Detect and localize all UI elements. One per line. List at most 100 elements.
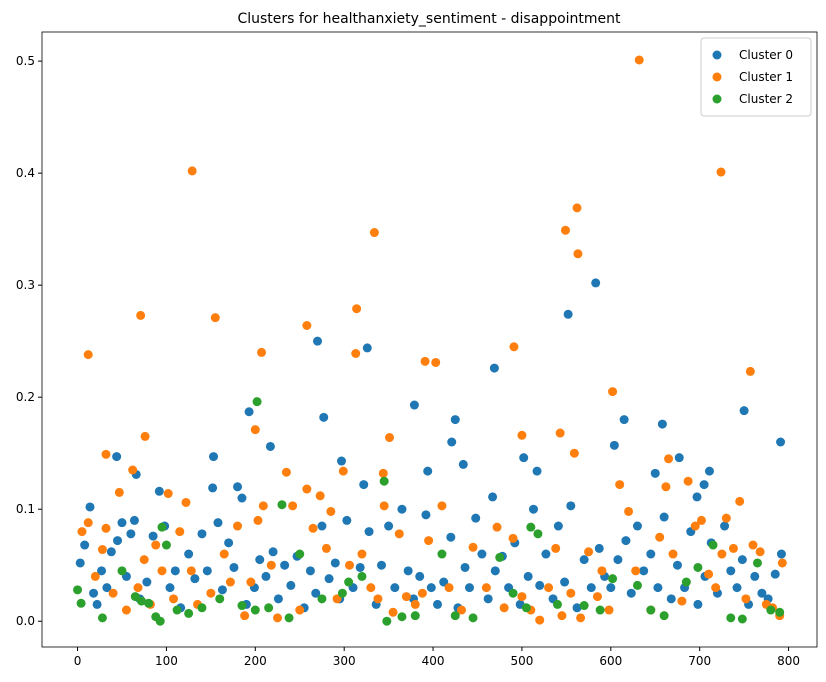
- point: [653, 583, 663, 593]
- point: [579, 555, 589, 565]
- point: [444, 583, 454, 593]
- point: [117, 518, 127, 528]
- point: [646, 605, 656, 615]
- point: [417, 588, 427, 598]
- point: [606, 583, 616, 593]
- point: [366, 583, 376, 593]
- point: [112, 452, 122, 462]
- point: [560, 225, 570, 235]
- point: [225, 577, 235, 587]
- point: [563, 309, 573, 319]
- point: [215, 594, 225, 604]
- point: [533, 529, 543, 539]
- point: [672, 560, 682, 570]
- point: [175, 527, 185, 537]
- point: [324, 574, 334, 584]
- point: [190, 574, 200, 584]
- legend-label: Cluster 2: [739, 92, 793, 106]
- point: [302, 320, 312, 330]
- point: [321, 543, 331, 553]
- legend-label: Cluster 0: [739, 48, 793, 62]
- point: [277, 500, 287, 510]
- point: [488, 492, 498, 502]
- point: [140, 431, 150, 441]
- point: [101, 449, 111, 459]
- point: [319, 412, 329, 422]
- y-tick-label: 0.3: [16, 278, 35, 292]
- point: [326, 506, 336, 516]
- point: [566, 588, 576, 598]
- point: [345, 560, 355, 570]
- point: [261, 571, 271, 581]
- point: [250, 425, 260, 435]
- point: [80, 540, 90, 550]
- point: [437, 501, 447, 511]
- legend-marker: [712, 50, 722, 60]
- point: [142, 577, 152, 587]
- point: [233, 521, 243, 531]
- point: [288, 501, 298, 511]
- point: [252, 397, 262, 407]
- point: [619, 415, 629, 425]
- point: [154, 486, 164, 496]
- point: [337, 588, 347, 598]
- point: [745, 366, 755, 376]
- point: [748, 540, 758, 550]
- point: [186, 566, 196, 576]
- point: [224, 538, 234, 548]
- point: [519, 453, 529, 463]
- point: [258, 501, 268, 511]
- point: [489, 363, 499, 373]
- point: [197, 529, 207, 539]
- point: [604, 605, 614, 615]
- point: [551, 543, 561, 553]
- point: [268, 547, 278, 557]
- point: [557, 611, 567, 621]
- point: [117, 566, 127, 576]
- y-tick-label: 0.4: [16, 166, 35, 180]
- point: [308, 523, 318, 533]
- point: [89, 588, 99, 598]
- point: [655, 532, 665, 542]
- legend-marker: [712, 72, 722, 82]
- point: [373, 594, 383, 604]
- point: [397, 504, 407, 514]
- point: [460, 562, 470, 572]
- point: [592, 592, 602, 602]
- point: [681, 577, 691, 587]
- point: [477, 549, 487, 559]
- point: [634, 55, 644, 65]
- point: [114, 487, 124, 497]
- point: [229, 562, 239, 572]
- point: [317, 521, 327, 531]
- point: [133, 583, 143, 593]
- point: [170, 566, 180, 576]
- point: [523, 571, 533, 581]
- point: [351, 349, 361, 359]
- legend-box: [700, 37, 812, 117]
- x-tick-label: 500: [510, 654, 533, 668]
- point: [121, 605, 131, 615]
- point: [621, 536, 631, 546]
- point: [337, 456, 347, 466]
- point: [378, 468, 388, 478]
- point: [101, 523, 111, 533]
- point: [317, 594, 327, 604]
- point: [526, 522, 536, 532]
- point: [355, 562, 365, 572]
- point: [776, 549, 786, 559]
- point: [775, 607, 785, 617]
- point: [659, 512, 669, 522]
- point: [129, 515, 139, 525]
- point: [410, 611, 420, 621]
- chart-title: Clusters for healthanxiety_sentiment - d…: [237, 11, 621, 27]
- point: [683, 476, 693, 486]
- point: [704, 466, 714, 476]
- point: [677, 596, 687, 606]
- point: [384, 521, 394, 531]
- point: [615, 480, 625, 490]
- point: [219, 549, 229, 559]
- point: [409, 400, 419, 410]
- point: [390, 583, 400, 593]
- point: [244, 407, 254, 417]
